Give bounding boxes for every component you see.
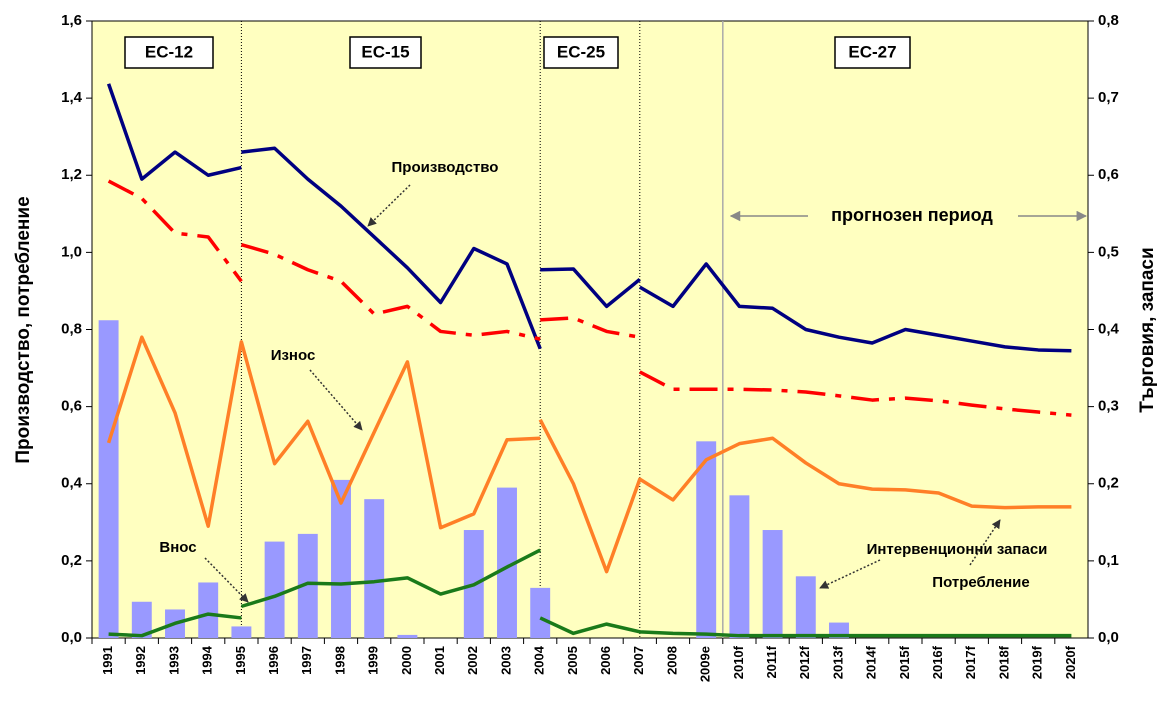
- bar: [795, 576, 816, 638]
- x-tick-label: 2015f: [897, 645, 912, 679]
- line: [240, 242, 541, 341]
- x-tick-label: 2006: [598, 646, 613, 675]
- y2-tick-label: 0,8: [1098, 12, 1119, 29]
- x-tick-label: 1994: [200, 645, 215, 675]
- bar: [131, 601, 152, 638]
- x-tick-label: 2017f: [963, 645, 978, 679]
- annotation: Интервенционни запаси: [867, 541, 1048, 558]
- line: [241, 146, 542, 350]
- line: [240, 548, 541, 609]
- annotation: Износ: [271, 347, 316, 364]
- bar: [331, 479, 351, 638]
- y-axis-label: Производство, потребление: [13, 196, 34, 463]
- y-tick-label: 1,4: [61, 89, 83, 106]
- x-tick-label: 2013f: [830, 645, 845, 679]
- x-tick-label: 2007: [631, 646, 646, 675]
- era-box: [124, 36, 214, 69]
- x-tick-label: 2004: [532, 645, 547, 675]
- annotation-arrow: [367, 184, 411, 227]
- x-tick-label: 1996: [266, 646, 281, 675]
- x-tick-label: 2011f: [764, 645, 779, 678]
- x-tick-label: 1992: [133, 646, 148, 675]
- line: [538, 418, 1072, 574]
- line: [540, 267, 641, 309]
- forecast-label: прогнозен период: [831, 205, 993, 225]
- x-tick-label: 2009e: [698, 646, 713, 682]
- plot-area: [91, 20, 1089, 639]
- line: [107, 179, 243, 283]
- era-label: ЕС-12: [145, 42, 193, 61]
- y-tick-label: 0,2: [61, 552, 82, 569]
- y-tick-label: 0,0: [61, 629, 82, 646]
- bar: [696, 441, 717, 638]
- line: [638, 370, 1072, 417]
- x-tick-label: 2005: [565, 646, 580, 675]
- x-tick-label: 2019f: [1030, 645, 1045, 679]
- x-tick-label: 2020f: [1063, 645, 1078, 679]
- line: [106, 335, 541, 530]
- x-tick-label: 2012f: [797, 645, 812, 679]
- x-tick-label: 2003: [498, 646, 513, 675]
- x-tick-label: 1995: [233, 646, 248, 675]
- y-tick-label: 1,0: [61, 243, 82, 260]
- y2-tick-label: 0,7: [1098, 89, 1119, 106]
- bar: [530, 587, 551, 638]
- y-tick-label: 1,2: [61, 166, 82, 183]
- annotation-arrow: [969, 519, 1001, 566]
- y2-tick-label: 0,5: [1098, 243, 1119, 260]
- bar: [98, 320, 119, 638]
- x-tick-label: 2000: [399, 646, 414, 675]
- line: [539, 616, 1072, 638]
- era-label: ЕС-15: [361, 42, 409, 61]
- x-tick-label: 1993: [166, 646, 181, 675]
- x-tick-label: 2001: [432, 646, 447, 675]
- bar: [364, 499, 385, 638]
- x-tick-label: 2018f: [996, 645, 1011, 679]
- y2-tick-label: 0,3: [1098, 398, 1119, 415]
- bar: [297, 533, 318, 638]
- annotation-arrow: [819, 559, 881, 589]
- annotation: Потребление: [932, 574, 1029, 591]
- era-label: ЕС-27: [848, 42, 896, 61]
- era-label: ЕС-25: [557, 42, 605, 61]
- bar: [497, 487, 517, 638]
- era-box: [349, 36, 422, 69]
- y2-tick-label: 0,0: [1098, 629, 1119, 646]
- x-tick-label: 1997: [299, 646, 314, 675]
- x-tick-label: 2014f: [864, 645, 879, 679]
- y-tick-label: 0,6: [61, 398, 82, 415]
- bar: [397, 634, 418, 638]
- y2-tick-label: 0,4: [1098, 320, 1120, 337]
- line: [106, 83, 242, 181]
- bar: [762, 530, 783, 638]
- x-tick-label: 2008: [664, 646, 679, 675]
- era-box: [834, 36, 911, 69]
- bar: [729, 495, 750, 638]
- bar: [198, 582, 219, 638]
- annotation: Внос: [159, 539, 196, 556]
- bar: [264, 541, 285, 638]
- x-tick-label: 2002: [465, 646, 480, 675]
- y-tick-label: 1,6: [61, 12, 82, 29]
- x-tick-label: 2010f: [731, 645, 746, 679]
- x-tick-label: 1998: [332, 646, 347, 675]
- era-box: [543, 36, 619, 69]
- y2-axis-label: Търговия, запаси: [1137, 247, 1158, 412]
- bar: [231, 626, 252, 638]
- y2-tick-label: 0,1: [1098, 552, 1119, 569]
- line: [638, 262, 1072, 353]
- y-tick-label: 0,8: [61, 320, 82, 337]
- x-tick-label: 2016f: [930, 645, 945, 679]
- line: [108, 612, 242, 638]
- forecast-bg: [808, 204, 1018, 228]
- annotation-arrow: [309, 369, 363, 431]
- y2-tick-label: 0,2: [1098, 475, 1119, 492]
- x-tick-label: 1999: [366, 646, 381, 675]
- y-tick-label: 0,4: [61, 475, 83, 492]
- line: [540, 316, 641, 339]
- y2-tick-label: 0,6: [1098, 166, 1119, 183]
- x-tick-label: 1991: [100, 646, 115, 675]
- annotation: Производство: [392, 159, 499, 176]
